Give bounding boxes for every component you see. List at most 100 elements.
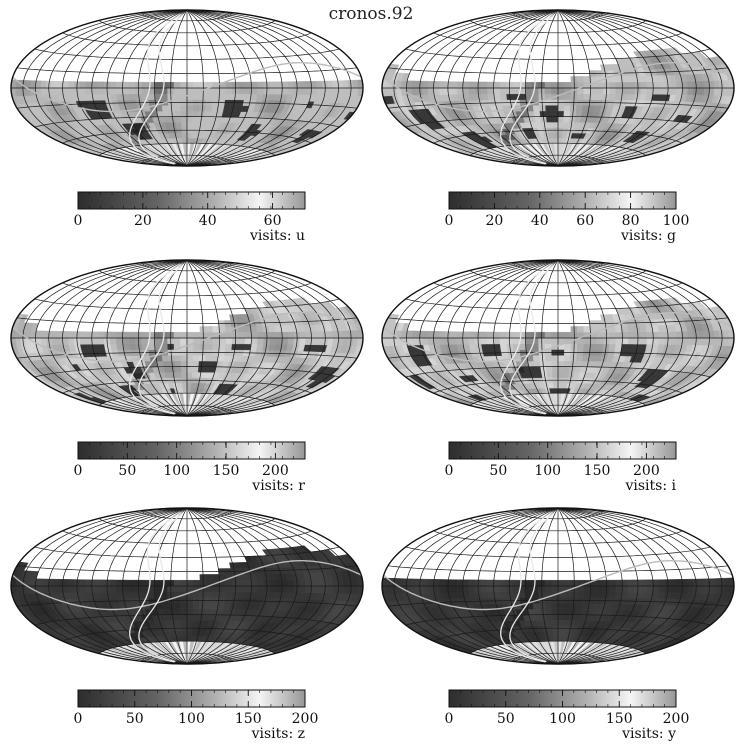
coverage-cell [456,87,464,95]
coverage-cell [238,81,246,89]
skymap-panel-i: 0 50 100 150 200 visits: i [371,250,742,498]
coverage-cell [493,87,501,95]
coverage-cell [532,355,541,362]
coverage-cell [525,337,533,345]
coverage-cell [269,87,277,95]
coverage-cell [173,87,181,95]
coverage-cell [608,93,617,101]
coverage-cell [163,366,171,373]
coverage-cell [62,331,70,339]
coverage-cell [499,337,507,345]
coverage-cell [554,397,559,404]
coverage-cell [422,87,429,96]
coverage-cell [438,337,446,345]
coverage-cell [583,343,591,350]
coverage-cell [628,331,636,339]
coverage-cell [40,80,47,89]
coverage-cell [554,147,559,154]
coverage-cell [698,87,705,96]
galactic-plane-curve [138,14,184,165]
coverage-cell [551,360,559,367]
coverage-cell [564,81,572,89]
coverage-cell [534,366,542,373]
colorbar-tick-label: 0 [445,213,454,229]
colorbar-label: visits: r [251,478,305,494]
coverage-cell [548,382,554,389]
colorbar-tick-label: 100 [663,213,690,229]
colorbar-tick-label: 200 [262,463,289,479]
coverage-cell [546,366,553,373]
coverage-cell [583,93,591,100]
coverage-cell [147,343,156,350]
coverage-cell [627,325,635,333]
colorbar-tick-label: 60 [576,213,594,229]
coverage-cell [180,87,188,95]
coverage-cell [411,337,418,346]
coverage-cell [299,331,307,339]
coverage-cell [212,337,220,345]
coverage-cell [493,337,501,345]
coverage-cell [553,137,559,144]
parallel-line [16,317,358,324]
parallel-line [433,32,683,47]
coverage-cell [192,360,200,367]
coverage-cell [590,87,598,95]
coverage-cell [219,87,227,95]
coverage-cell [576,326,585,333]
coverage-cell [237,343,246,351]
coverage-cell [180,105,188,112]
coverage-cell [640,81,648,89]
coverage-cell [596,343,604,350]
coverage-cell [615,331,623,339]
coverage-cell [564,331,572,339]
coverage-cell [225,337,233,345]
graticule-r [10,259,364,417]
parallel-line [34,298,340,310]
coverage-cell [557,387,563,394]
coverage-cell [116,331,124,339]
coverage-cell [316,330,323,339]
coverage-cell [175,371,183,378]
parallel-line [141,404,233,414]
coverage-cell [40,337,47,346]
coverage-cell [175,116,182,123]
coverage-cell [256,343,264,351]
coverage-cell [608,343,617,351]
coverage-cell [174,360,182,367]
coverage-cell [564,343,572,350]
coverage-cell [557,116,565,123]
coverage-cell [97,343,106,351]
coverage-cell [244,81,252,89]
coverage-cell [186,355,194,362]
coverage-cell [85,81,93,89]
coverage-cell [181,382,188,389]
coverage-cell [110,343,118,351]
coverage-cell [327,80,334,89]
coverage-cell [557,87,565,95]
coverage-cell [177,382,183,389]
coverage-cell [128,337,136,345]
coverage-cell [493,343,502,351]
skymap-panel-g: 0 20 40 60 80 100 visits: g [371,0,742,248]
parallel-line [387,67,729,74]
coverage-cell [615,337,623,345]
coverage-cell [110,93,118,101]
coverage-cell [640,331,648,339]
galactic-plane-curve [129,264,181,415]
coverage-cell [212,343,220,350]
ecliptic-curve [12,62,362,113]
coverage-cell [564,93,572,100]
coverage-cell [122,331,130,339]
colorbar-tick-label: 50 [118,463,136,479]
coverage-cell [646,81,654,89]
coverage-cell [456,337,464,345]
parallel-line [98,392,276,406]
colorbar-tick-label: 50 [489,463,507,479]
coverage-cell [186,337,194,345]
coverage-cell [658,87,666,95]
coverage-cell [499,343,508,351]
coverage-cell [186,121,193,128]
coverage-cell [67,331,75,339]
